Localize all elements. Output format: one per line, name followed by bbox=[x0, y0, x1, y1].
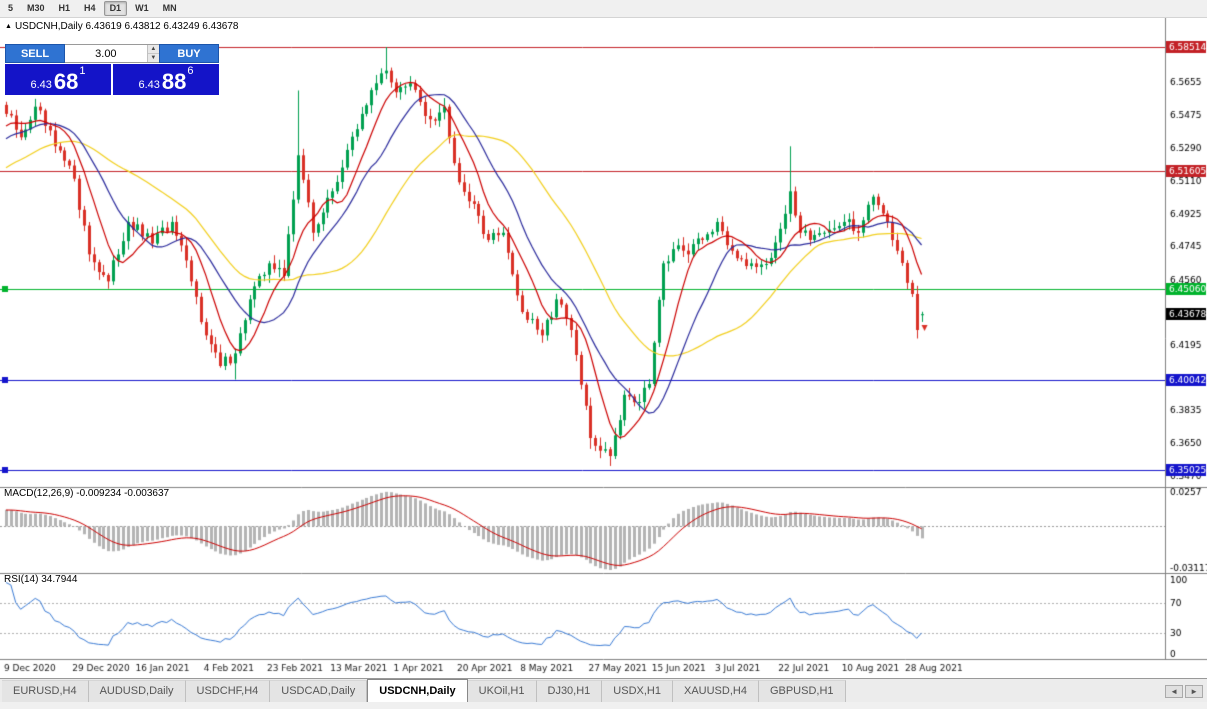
macd-indicator-label: MACD(12,26,9) -0.009234 -0.003637 bbox=[4, 488, 170, 499]
tab-UKOil-H1[interactable]: UKOil,H1 bbox=[467, 680, 537, 702]
timeframe-button-MN[interactable]: MN bbox=[157, 1, 183, 16]
volume-input[interactable] bbox=[65, 45, 147, 62]
price-chart-canvas[interactable] bbox=[0, 18, 1207, 678]
buy-button[interactable]: BUY bbox=[159, 44, 219, 63]
timeframe-toolbar: 5 M30 H1 H4 D1 W1 MN bbox=[0, 0, 1207, 18]
buy-price-box[interactable]: 6.43 88 6 bbox=[113, 64, 219, 95]
buy-price-pipette: 6 bbox=[187, 65, 194, 77]
tab-EURUSD-H4[interactable]: EURUSD,H4 bbox=[2, 680, 89, 702]
chart-title: ▲ USDCNH,Daily 6.43619 6.43812 6.43249 6.… bbox=[5, 21, 238, 32]
chart-symbol-label: USDCNH,Daily bbox=[14, 21, 83, 32]
tab-scroll-right-icon[interactable]: ► bbox=[1185, 685, 1203, 698]
tab-USDCAD-Daily[interactable]: USDCAD,Daily bbox=[270, 680, 368, 702]
tab-DJ30-H1[interactable]: DJ30,H1 bbox=[536, 680, 603, 702]
rsi-indicator-label: RSI(14) 34.7944 bbox=[4, 574, 78, 585]
sell-price-prefix: 6.43 bbox=[30, 79, 52, 91]
chart-tabs: EURUSD,H4 AUDUSD,Daily USDCHF,H4 USDCAD,Dai… bbox=[0, 679, 846, 702]
tab-USDX-H1[interactable]: USDX,H1 bbox=[602, 680, 673, 702]
tab-XAUUSD-H4[interactable]: XAUUSD,H4 bbox=[672, 680, 759, 702]
chart-icon: ▲ bbox=[5, 23, 12, 30]
timeframe-button-W1[interactable]: W1 bbox=[129, 1, 155, 16]
buy-price-big: 88 bbox=[161, 69, 187, 94]
tab-scroll-controls: ◄ ► bbox=[1161, 685, 1207, 702]
timeframe-button-M30[interactable]: M30 bbox=[21, 1, 51, 16]
volume-spinner: ▲ ▼ bbox=[146, 45, 159, 62]
timeframe-button-D1[interactable]: D1 bbox=[103, 1, 128, 16]
volume-control: ▲ ▼ bbox=[65, 44, 159, 63]
sell-price-box[interactable]: 6.43 68 1 bbox=[5, 64, 111, 95]
tab-USDCNH-Daily[interactable]: USDCNH,Daily bbox=[367, 679, 468, 702]
volume-increase-icon[interactable]: ▲ bbox=[147, 45, 159, 54]
rsi-value: 34.7944 bbox=[41, 574, 78, 585]
buy-price-prefix: 6.43 bbox=[138, 79, 160, 91]
sell-price-big: 68 bbox=[53, 69, 79, 94]
sell-price-pipette: 1 bbox=[79, 65, 86, 77]
timeframe-button-H1[interactable]: H1 bbox=[53, 1, 77, 16]
volume-decrease-icon[interactable]: ▼ bbox=[147, 54, 159, 62]
timeframe-button-5[interactable]: 5 bbox=[2, 1, 19, 16]
chart-area: ▲ USDCNH,Daily 6.43619 6.43812 6.43249 6.… bbox=[0, 18, 1207, 678]
chart-tab-bar: EURUSD,H4 AUDUSD,Daily USDCHF,H4 USDCAD,Dai… bbox=[0, 678, 1207, 702]
tab-scroll-left-icon[interactable]: ◄ bbox=[1165, 685, 1184, 698]
sell-button[interactable]: SELL bbox=[5, 44, 65, 63]
macd-values: -0.009234 -0.003637 bbox=[76, 488, 170, 499]
chart-ohlc-values: 6.43619 6.43812 6.43249 6.43678 bbox=[85, 21, 239, 32]
tab-AUDUSD-Daily[interactable]: AUDUSD,Daily bbox=[88, 680, 186, 702]
tab-GBPUSD-H1[interactable]: GBPUSD,H1 bbox=[758, 680, 846, 702]
timeframe-button-H4[interactable]: H4 bbox=[78, 1, 102, 16]
tab-USDCHF-H4[interactable]: USDCHF,H4 bbox=[185, 680, 271, 702]
